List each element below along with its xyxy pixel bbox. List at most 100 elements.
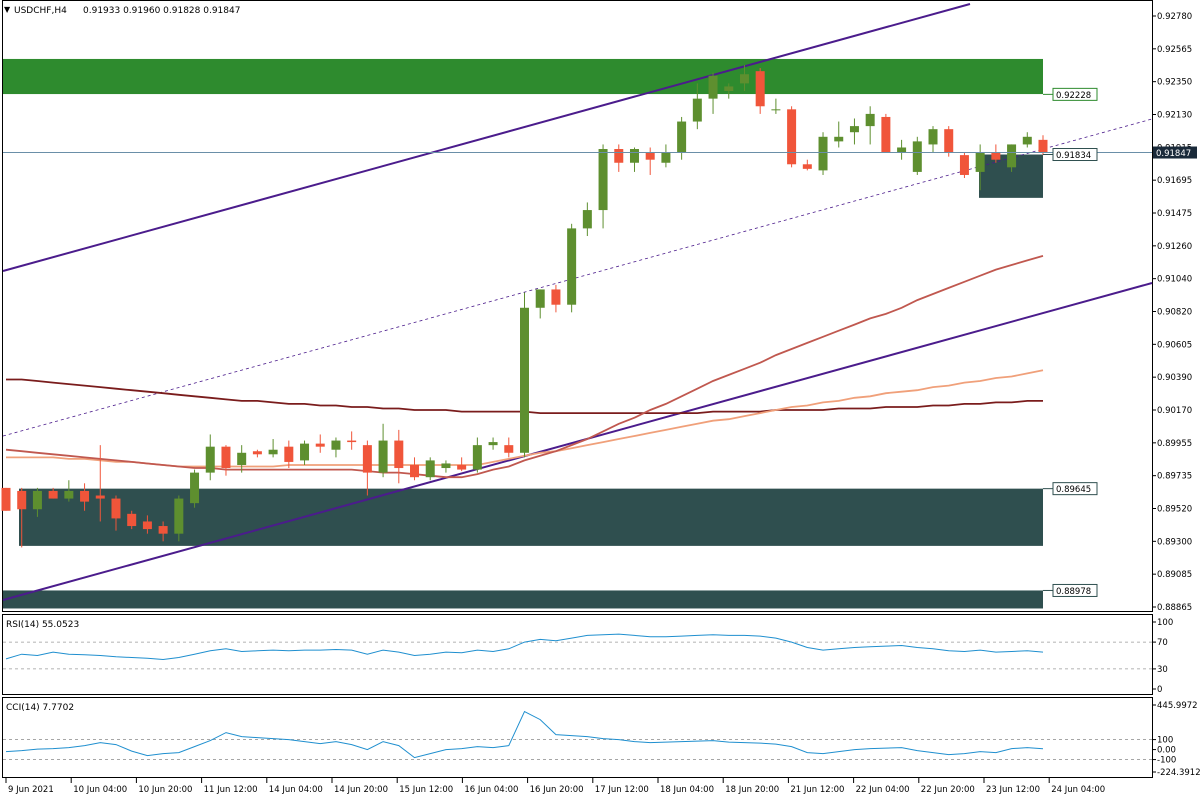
candle-body — [1, 487, 11, 511]
candle-body — [472, 445, 482, 470]
channel-lower-line — [2, 282, 1153, 601]
rsi-plot-frame — [2, 614, 1153, 695]
candle-body — [1007, 144, 1017, 168]
time-tick-label: 18 Jun 04:00 — [660, 785, 714, 795]
candle-body — [425, 460, 435, 478]
time-tick-label: 14 Jun 20:00 — [334, 785, 388, 795]
candle-body — [614, 149, 624, 163]
candle-body — [818, 136, 828, 171]
header-triangle-icon[interactable]: ▼ — [4, 5, 11, 14]
candle-body — [300, 443, 310, 461]
candle-body — [598, 149, 608, 211]
zone-rect — [3, 58, 1043, 95]
candle-body — [252, 451, 262, 455]
price-tick-label: 0.91695 — [1157, 176, 1192, 186]
candle-body — [897, 147, 907, 153]
candle-body — [849, 126, 859, 133]
candle-body — [80, 490, 90, 502]
time-tick-label: 17 Jun 12:00 — [595, 785, 649, 795]
candle-body — [991, 152, 1001, 160]
header-ohlc-label: 0.91933 0.91960 0.91828 0.91847 — [83, 6, 240, 16]
candle-body — [708, 75, 718, 99]
price-tick-label: 0.91260 — [1157, 242, 1192, 252]
level-label: 0.92228 — [1056, 91, 1091, 101]
current-price-label: 0.91847 — [1156, 149, 1191, 159]
candle-body — [787, 109, 797, 165]
channel-mid-dashed-line — [2, 118, 1153, 437]
candle-body — [944, 129, 954, 153]
candle-body — [661, 152, 671, 163]
price-tick-label: 0.89085 — [1157, 570, 1192, 580]
candle-body — [174, 498, 184, 534]
time-tick-label: 15 Jun 12:00 — [399, 785, 453, 795]
candle-body — [629, 149, 639, 163]
candle-body — [127, 513, 137, 527]
candle-body — [834, 136, 844, 142]
price-tick-label: 0.91040 — [1157, 275, 1192, 285]
osc-line — [5, 710, 1044, 759]
time-tick-label: 22 Jun 20:00 — [921, 785, 975, 795]
time-tick-label: 21 Jun 12:00 — [790, 785, 844, 795]
osc-tick-label: -224.3912 — [1157, 768, 1200, 778]
candle-body — [48, 490, 58, 499]
candle-body — [677, 121, 687, 153]
candle-body — [488, 442, 498, 446]
price-tick-label: 0.89955 — [1157, 439, 1192, 449]
zone-rect — [3, 590, 1043, 609]
candle-body — [237, 452, 247, 465]
candle-body — [17, 490, 27, 510]
price-tick-label: 0.89520 — [1157, 505, 1192, 515]
osc-tick-label: 100 — [1157, 618, 1173, 628]
candle-body — [394, 440, 404, 469]
candle-body — [1022, 136, 1032, 145]
candle-body — [567, 228, 577, 305]
price-tick-label: 0.89735 — [1157, 472, 1192, 482]
candle-body — [912, 141, 922, 172]
time-tick-label: 23 Jun 12:00 — [986, 785, 1040, 795]
candle-body — [755, 71, 765, 107]
price-axis: 0.927800.925650.923500.921300.919150.916… — [1152, 12, 1197, 613]
candle-body — [959, 155, 969, 175]
osc-tick-label: 30 — [1157, 665, 1168, 675]
price-tick-label: 0.92565 — [1157, 45, 1192, 55]
candle-body — [457, 464, 467, 470]
candle-body — [865, 113, 875, 127]
price-tick-label: 0.90390 — [1157, 373, 1192, 383]
level-label-box — [1052, 87, 1098, 101]
candle-body — [268, 449, 278, 455]
time-tick-label: 14 Jun 04:00 — [269, 785, 323, 795]
osc-tick-label: -100 — [1157, 756, 1176, 766]
candle-body — [111, 498, 121, 519]
cci-label: CCI(14) 7.7702 — [6, 703, 74, 713]
channel-upper-line — [2, 3, 971, 272]
osc-tick-label: 0 — [1157, 685, 1162, 695]
candle-body — [142, 521, 152, 530]
level-label-box — [1052, 148, 1098, 162]
candle-body — [331, 440, 341, 450]
cci-plot-frame — [2, 697, 1153, 778]
candle-body — [410, 464, 420, 478]
candle-body — [284, 446, 294, 462]
time-axis: 9 Jun 2021 10 Jun 04:00 10 Jun 20:00 11 Jun… — [5, 778, 1105, 795]
osc-line — [5, 633, 1044, 661]
osc-tick-label: 70 — [1157, 638, 1168, 648]
time-tick-label: 10 Jun 04:00 — [73, 785, 127, 795]
candle-body — [771, 109, 781, 111]
time-tick-label: 16 Jun 20:00 — [530, 785, 584, 795]
price-tick-label: 0.92780 — [1157, 12, 1192, 22]
channel-layer — [2, 3, 1153, 601]
candle-body — [95, 495, 105, 499]
candle-body — [551, 289, 561, 305]
candle-body — [378, 440, 388, 473]
candle-body — [158, 526, 168, 534]
candle-body — [504, 445, 514, 453]
level-label-box — [1052, 482, 1098, 496]
candle-body — [739, 74, 749, 84]
candle-body — [205, 446, 215, 473]
candle-body — [64, 490, 74, 499]
candle-body — [802, 164, 812, 169]
candle-body — [32, 490, 42, 510]
candle-body — [520, 307, 529, 453]
